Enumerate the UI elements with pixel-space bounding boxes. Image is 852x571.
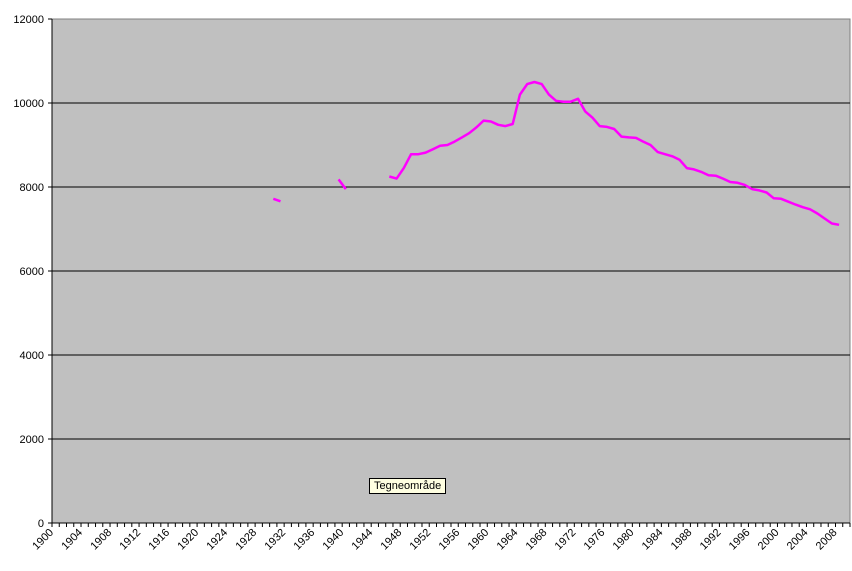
- y-tick-label: 2000: [20, 434, 44, 446]
- x-tick-label: 1912: [117, 527, 143, 553]
- x-tick-label: 1916: [146, 527, 172, 553]
- series-line: [272, 80, 840, 227]
- x-tick-label: 1960: [466, 527, 492, 553]
- x-tick-label: 1996: [727, 527, 753, 553]
- y-tick-label: 12000: [13, 14, 44, 26]
- x-tick-label: 2008: [814, 527, 840, 553]
- y-tick-label: 4000: [20, 350, 44, 362]
- y-tick-label: 6000: [20, 266, 44, 278]
- x-tick-label: 2000: [756, 527, 782, 553]
- x-tick-label: 1988: [669, 527, 695, 553]
- y-tick-label: 10000: [13, 98, 44, 110]
- annotation: Tegneområde: [369, 478, 447, 494]
- x-tick-label: 1968: [524, 527, 550, 553]
- x-tick-label: 2004: [785, 527, 811, 553]
- x-tick-label: 1952: [408, 527, 434, 553]
- x-tick-label: 1904: [59, 527, 85, 553]
- x-tick-label: 1948: [379, 527, 405, 553]
- y-tick-label: 0: [38, 518, 44, 530]
- x-tick-label: 1980: [611, 527, 637, 553]
- x-tick-label: 1920: [175, 527, 201, 553]
- x-tick-label: 1924: [204, 527, 230, 553]
- x-tick-label: 1964: [495, 527, 521, 553]
- x-tick-label: 1992: [698, 527, 724, 553]
- x-tick-label: 1976: [582, 527, 608, 553]
- x-tick-label: 1900: [30, 527, 56, 553]
- x-tick-label: 1936: [291, 527, 317, 553]
- x-tick-label: 1944: [350, 527, 376, 553]
- x-tick-label: 1908: [88, 527, 114, 553]
- x-tick-label: 1956: [437, 527, 463, 553]
- x-tick-label: 1984: [640, 527, 666, 553]
- x-tick-label: 1972: [553, 527, 579, 553]
- y-tick-label: 8000: [20, 182, 44, 194]
- x-tick-label: 1928: [233, 527, 259, 553]
- x-tick-label: 1932: [262, 527, 288, 553]
- x-tick-label: 1940: [321, 527, 347, 553]
